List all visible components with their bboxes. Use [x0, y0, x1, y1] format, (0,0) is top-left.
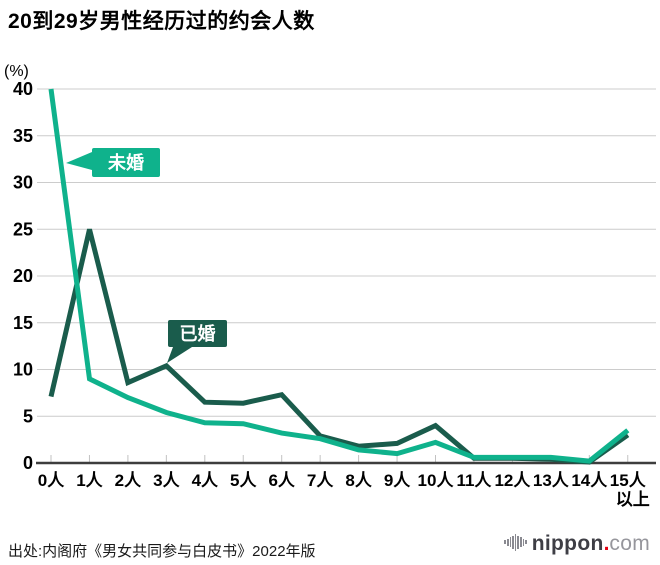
callout-box-married: [168, 320, 227, 347]
x-tick-label: 14人: [571, 471, 608, 490]
y-axis-unit-label: (%): [4, 63, 29, 80]
y-tick-label: 35: [13, 126, 33, 146]
x-tick-label-line2: 以上: [616, 490, 650, 509]
chart-svg: (%) 0 5 10 15 20 25 30 35 40 0人 1人 2人 3人 4人 5人 6人 7人 8人 9人 1…: [4, 63, 656, 509]
x-tick-label: 15人: [610, 471, 647, 490]
logo-brand-text: nippon: [531, 532, 604, 555]
y-tick-label: 40: [13, 79, 33, 99]
callout-pointer-unmarried: [66, 152, 92, 170]
y-tick-label: 0: [23, 453, 33, 473]
x-tick-label: 13人: [533, 471, 570, 490]
series-line-unmarried: [48, 88, 630, 464]
x-tick-label: 11人: [456, 471, 492, 490]
x-tick-label: 8人: [345, 471, 372, 490]
y-tick-label: 15: [13, 313, 33, 333]
x-tick-label: 0人: [38, 471, 65, 490]
x-tick-label: 3人: [153, 471, 180, 490]
series-line-married: [48, 228, 630, 465]
x-tick-label: 12人: [494, 471, 531, 490]
soundwave-bars-icon: [504, 533, 527, 551]
callout-pointer-married: [167, 347, 192, 363]
x-tick-label: 6人: [268, 471, 295, 490]
x-tick-label: 7人: [307, 471, 334, 490]
callout-label-married: 已婚: [180, 323, 216, 344]
x-tick-label: 5人: [230, 471, 257, 490]
x-tick-label: 1人: [76, 471, 103, 490]
y-tick-label: 10: [13, 360, 33, 380]
y-tick-label: 5: [23, 406, 33, 426]
x-tick-label: 10人: [418, 471, 455, 490]
y-tick-label: 20: [13, 266, 33, 286]
y-tick-label: 25: [13, 219, 33, 239]
y-tick-label: 30: [13, 173, 33, 193]
source-note: 出处:内阁府《男女共同参与白皮书》2022年版: [8, 543, 316, 560]
x-tick-label: 9人: [384, 471, 411, 490]
chart-area: (%) 0 5 10 15 20 25 30 35 40 0人 1人 2人 3人 4人 5人 6人 7人 8人 9人 1…: [0, 55, 660, 515]
logo-dot-text: .: [603, 532, 610, 555]
nippon-logo-text: nippon.com: [532, 533, 650, 554]
chart-title: 20到29岁男性经历过的约会人数: [8, 10, 315, 33]
nippon-logo: nippon.com: [504, 533, 650, 554]
x-tick-label: 4人: [192, 471, 219, 490]
x-tick-label: 2人: [115, 471, 142, 490]
callout-label-unmarried: 未婚: [108, 152, 144, 173]
callout-box-unmarried: [92, 148, 160, 177]
logo-tld-text: com: [609, 532, 650, 555]
